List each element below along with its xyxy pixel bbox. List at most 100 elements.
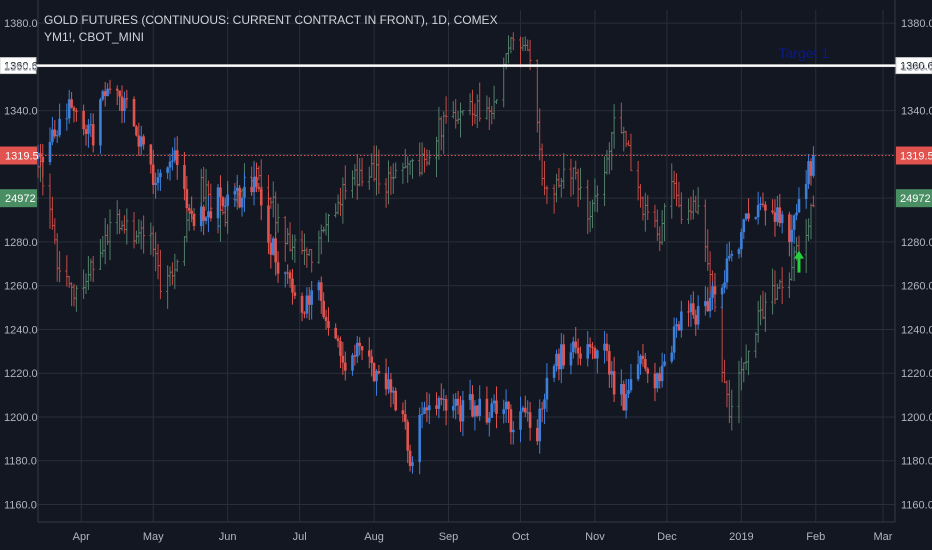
candle (478, 385, 482, 421)
candle (271, 236, 275, 256)
candle (255, 162, 258, 193)
overlay-bar (663, 203, 667, 242)
candle (425, 392, 429, 423)
candle (252, 162, 256, 206)
candle (658, 367, 662, 389)
price-label-left-red (0, 146, 37, 165)
plot-frame (37, 0, 896, 523)
candle (70, 91, 73, 109)
candle (622, 380, 626, 411)
overlay-bar (175, 259, 179, 272)
target-level-label-left (0, 57, 37, 75)
overlay-bar (74, 285, 78, 312)
candle (495, 386, 498, 429)
candle (663, 354, 666, 367)
y-tick-label-right: 1260.0 (901, 281, 932, 293)
candle (723, 270, 726, 294)
candle (540, 401, 544, 423)
candle (219, 175, 222, 211)
candle (528, 402, 532, 441)
candle (809, 158, 813, 186)
candle (713, 273, 717, 304)
candle (288, 269, 292, 288)
overlay-bar (562, 153, 566, 189)
y-tick-label-left: 1380.0 (4, 18, 38, 30)
candle (627, 379, 630, 399)
overlay-bar (125, 208, 129, 245)
candle (317, 280, 321, 301)
candle (744, 213, 748, 222)
right-price-axis[interactable]: 1160.0 1180.0 1200.0 1220.0 1240.0 1260.0 1280… (896, 18, 932, 511)
overlay-bar (326, 213, 330, 243)
candle (771, 199, 774, 215)
candle (190, 196, 193, 219)
candle (812, 146, 815, 178)
candle (620, 369, 623, 406)
candle (87, 118, 90, 148)
candle (675, 317, 678, 338)
candle (476, 405, 479, 418)
candle (562, 334, 566, 369)
candle (677, 320, 681, 331)
candle (689, 294, 693, 327)
candle (115, 85, 119, 106)
price-label-left-text: 1319.5 (5, 151, 39, 163)
candle (103, 81, 107, 107)
y-tick-label-right: 1180.0 (901, 456, 932, 468)
candle (545, 363, 549, 412)
candle (728, 241, 731, 261)
candle (579, 346, 582, 366)
candle (471, 385, 474, 418)
left-price-axis[interactable]: 1160.0 1180.0 1200.0 1220.0 1240.0 1260.0 1280… (0, 18, 39, 511)
candle (778, 193, 782, 228)
y-tick-label-left: 1260.0 (4, 281, 38, 293)
overlay-bar (780, 267, 784, 305)
overlay-bar (427, 150, 431, 166)
candle (576, 338, 580, 366)
x-tick-label: Oct (512, 531, 529, 543)
candle (646, 367, 650, 384)
overlay-bar (394, 162, 398, 179)
candle (804, 170, 808, 209)
candle (759, 196, 762, 211)
candle (300, 292, 304, 322)
candle (233, 186, 237, 208)
candle (310, 280, 313, 320)
candle (223, 198, 227, 212)
candle (612, 356, 616, 403)
candle (257, 182, 261, 192)
up-arrow-icon (793, 250, 804, 273)
overlay-bar (679, 192, 683, 224)
candle (797, 187, 801, 213)
candle (596, 349, 599, 374)
x-tick-label: Aug (364, 531, 384, 543)
price-label-left-green (0, 189, 37, 208)
overlay-bar (511, 32, 515, 51)
target-level-text-left: 1360.6 (4, 61, 38, 73)
overlay-bar (91, 255, 95, 283)
candle (391, 386, 395, 405)
overlay-bar (545, 185, 549, 205)
overlay-bar (612, 104, 616, 149)
candle (327, 307, 330, 336)
x-tick-label: Nov (585, 531, 605, 543)
price-label-right-green (896, 189, 932, 208)
candle (151, 149, 155, 195)
candle (154, 172, 157, 199)
candle (135, 125, 138, 137)
candle (303, 311, 306, 319)
overlay-bar (142, 215, 146, 254)
candle (740, 228, 743, 258)
candle (451, 393, 455, 419)
overlay-bar (478, 82, 482, 122)
candle (142, 134, 145, 150)
time-axis[interactable]: Apr May Jun Jul Aug Sep Oct Nov Dec 2019 Feb Mar (73, 531, 893, 543)
y-tick-label-right: 1380.0 (901, 18, 932, 30)
candle (408, 444, 412, 472)
candle (468, 379, 472, 410)
candle (185, 176, 189, 213)
candle (48, 127, 52, 166)
candle (72, 105, 76, 123)
